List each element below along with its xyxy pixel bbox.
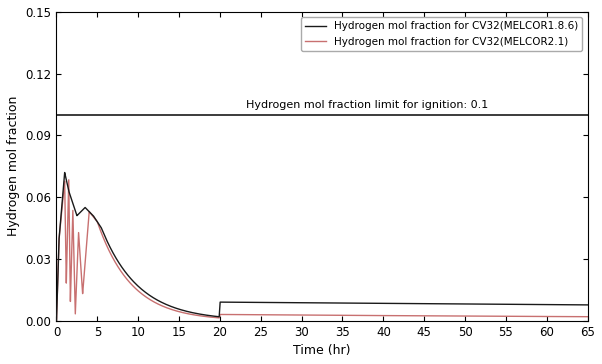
Line: Hydrogen mol fraction for CV32(MELCOR2.1): Hydrogen mol fraction for CV32(MELCOR2.1… [57, 180, 588, 321]
Hydrogen mol fraction for CV32(MELCOR2.1) [65, 178, 72, 182]
Hydrogen mol fraction for CV32(MELCOR2.1) [584, 314, 591, 319]
Hydrogen mol fraction for CV32(MELCOR2.1) [53, 318, 60, 323]
Legend: Hydrogen mol fraction for CV32(MELCOR1.8.6), Hydrogen mol fraction for CV32(MELC: Hydrogen mol fraction for CV32(MELCOR1.8… [300, 17, 582, 51]
Text: Hydrogen mol fraction limit for ignition: 0.1: Hydrogen mol fraction limit for ignition… [246, 100, 488, 110]
Y-axis label: Hydrogen mol fraction: Hydrogen mol fraction [7, 96, 20, 237]
Line: Hydrogen mol fraction for CV32(MELCOR1.8.6): Hydrogen mol fraction for CV32(MELCOR1.8… [57, 173, 588, 321]
Hydrogen mol fraction for CV32(MELCOR1.8.6) [53, 318, 60, 323]
X-axis label: Time (hr): Time (hr) [293, 344, 351, 357]
Hydrogen mol fraction for CV32(MELCOR2.1) [87, 211, 94, 215]
Hydrogen mol fraction for CV32(MELCOR1.8.6) [72, 210, 79, 214]
Hydrogen mol fraction for CV32(MELCOR1.8.6) [87, 210, 94, 215]
Hydrogen mol fraction for CV32(MELCOR2.1) [66, 255, 73, 259]
Hydrogen mol fraction for CV32(MELCOR1.8.6) [228, 300, 235, 304]
Hydrogen mol fraction for CV32(MELCOR2.1) [228, 312, 235, 317]
Hydrogen mol fraction for CV32(MELCOR2.1) [85, 212, 93, 217]
Hydrogen mol fraction for CV32(MELCOR2.1) [72, 299, 79, 303]
Hydrogen mol fraction for CV32(MELCOR2.1) [87, 211, 94, 215]
Hydrogen mol fraction for CV32(MELCOR1.8.6) [87, 211, 94, 215]
Hydrogen mol fraction for CV32(MELCOR1.8.6) [66, 192, 73, 196]
Hydrogen mol fraction for CV32(MELCOR1.8.6) [85, 209, 93, 214]
Hydrogen mol fraction for CV32(MELCOR1.8.6) [61, 170, 68, 175]
Hydrogen mol fraction for CV32(MELCOR1.8.6) [584, 303, 591, 307]
